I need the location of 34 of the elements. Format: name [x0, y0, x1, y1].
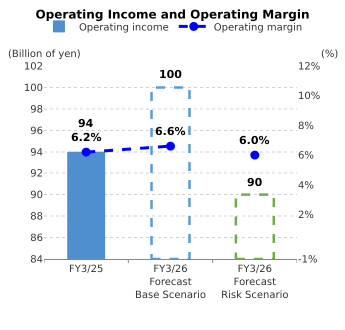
- y-tick-label: 90: [30, 190, 43, 202]
- y2-tick-label: 4%: [298, 180, 314, 192]
- data-label: 6.6%: [155, 125, 186, 138]
- x-tick-label: FY3/26 Forecast Risk Scenario: [221, 264, 289, 301]
- data-label: 100: [159, 68, 182, 81]
- y-tick-label: 84: [30, 254, 43, 266]
- data-label: 90: [247, 176, 263, 189]
- legend-label: Operating income: [78, 22, 169, 34]
- y-tick-label: 102: [24, 62, 43, 72]
- data-label: 94: [78, 117, 94, 130]
- y-tick-label: 98: [30, 104, 43, 116]
- y-tick-label: 86: [30, 233, 43, 244]
- y-tick-label: 88: [30, 212, 43, 223]
- y2-tick-label: -1%: [298, 254, 318, 266]
- y-tick-label: 96: [30, 126, 43, 137]
- y2-axis-title: (%): [321, 49, 338, 60]
- point: [166, 142, 175, 151]
- y-tick-label: 94: [30, 147, 43, 158]
- y-tick-label: 100: [24, 82, 43, 94]
- y2-tick-label: 2%: [298, 210, 314, 221]
- y2-tick-label: 8%: [298, 120, 314, 132]
- x-tick-label: FY3/26 Forecast Base Scenario: [134, 264, 206, 301]
- y2-tick-label: 6%: [298, 150, 314, 162]
- x-tick-label: FY3/25: [69, 264, 104, 275]
- data-label: 6.0%: [239, 134, 270, 147]
- chart-title: Operating Income and Operating Margin: [35, 7, 310, 22]
- y-tick-label: 92: [30, 168, 43, 180]
- y2-tick-label: 10%: [298, 91, 320, 102]
- y2-tick-label: 12%: [298, 62, 320, 72]
- point: [250, 150, 260, 160]
- y-axis-title: (Billion of yen): [8, 49, 81, 60]
- legend-label: Operating margin: [214, 22, 302, 34]
- point: [82, 148, 91, 157]
- data-label: 6.2%: [71, 131, 102, 144]
